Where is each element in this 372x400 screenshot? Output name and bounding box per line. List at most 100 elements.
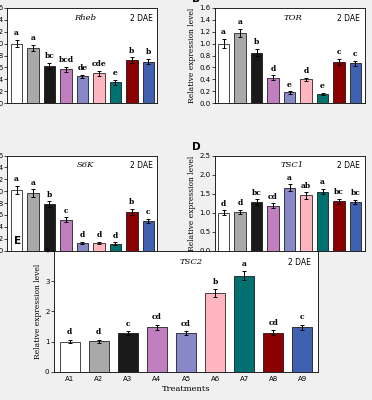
Y-axis label: Relative expression level: Relative expression level xyxy=(188,8,196,103)
Bar xyxy=(234,33,246,103)
Bar xyxy=(251,53,262,103)
Bar xyxy=(89,341,109,372)
Bar xyxy=(147,327,167,372)
Text: c: c xyxy=(64,207,68,215)
Text: a: a xyxy=(320,178,325,186)
Text: d: d xyxy=(304,67,309,75)
Bar xyxy=(218,44,229,103)
Text: a: a xyxy=(14,30,19,38)
Text: a: a xyxy=(242,260,247,268)
Bar xyxy=(110,82,121,103)
Text: b: b xyxy=(47,191,52,199)
Bar xyxy=(317,94,328,103)
Bar xyxy=(11,44,22,103)
X-axis label: Treatments: Treatments xyxy=(162,385,210,393)
Text: e: e xyxy=(320,82,325,90)
Bar xyxy=(60,342,80,372)
Bar xyxy=(110,244,121,251)
Bar xyxy=(60,220,71,251)
Bar xyxy=(284,188,295,251)
Bar xyxy=(263,332,283,372)
Text: 2 DAE: 2 DAE xyxy=(130,161,153,170)
Bar xyxy=(93,243,105,251)
Text: d: d xyxy=(67,328,72,336)
Text: c: c xyxy=(337,48,341,56)
Bar xyxy=(350,202,361,251)
Bar xyxy=(28,48,39,103)
Text: B: B xyxy=(192,0,200,4)
Text: a: a xyxy=(31,34,35,42)
Text: d: d xyxy=(113,232,118,240)
Text: a: a xyxy=(221,28,226,36)
Text: TSC2: TSC2 xyxy=(180,258,203,266)
Text: c: c xyxy=(300,313,305,321)
Text: cd: cd xyxy=(152,313,162,321)
Text: b: b xyxy=(254,38,259,46)
Text: bcd: bcd xyxy=(58,56,74,64)
Bar xyxy=(251,202,262,251)
Text: bc: bc xyxy=(334,188,344,196)
Bar xyxy=(28,193,39,251)
Text: d: d xyxy=(221,200,226,208)
Bar xyxy=(44,204,55,251)
Text: d: d xyxy=(80,231,85,239)
Bar xyxy=(267,78,279,103)
Text: 2 DAE: 2 DAE xyxy=(288,258,310,267)
Text: cd: cd xyxy=(268,193,278,201)
Text: d: d xyxy=(96,231,102,239)
Text: e: e xyxy=(287,81,292,89)
Bar xyxy=(333,201,344,251)
Text: d: d xyxy=(237,199,243,207)
Y-axis label: Relative expression level: Relative expression level xyxy=(34,264,42,359)
Bar xyxy=(11,190,22,251)
Bar xyxy=(205,293,225,372)
Text: e: e xyxy=(113,69,118,77)
Text: d: d xyxy=(96,328,101,336)
Text: a: a xyxy=(31,179,35,187)
Text: 2 DAE: 2 DAE xyxy=(337,161,360,170)
Bar xyxy=(218,213,229,251)
Text: Rheb: Rheb xyxy=(74,14,96,22)
Bar xyxy=(234,276,254,372)
Text: d: d xyxy=(270,64,276,72)
Text: TSC1: TSC1 xyxy=(281,161,304,169)
Text: b: b xyxy=(129,47,135,55)
Text: b: b xyxy=(129,198,135,206)
Text: 2 DAE: 2 DAE xyxy=(337,14,360,23)
Y-axis label: Relative expression level: Relative expression level xyxy=(188,156,196,251)
Text: b: b xyxy=(212,278,218,286)
Text: cd: cd xyxy=(181,320,191,328)
Text: c: c xyxy=(146,208,151,216)
Bar xyxy=(44,66,55,103)
Text: cde: cde xyxy=(92,60,106,68)
Bar xyxy=(317,192,328,251)
Bar xyxy=(292,327,312,372)
Text: ab: ab xyxy=(301,182,311,190)
Text: b: b xyxy=(146,48,151,56)
Text: de: de xyxy=(77,64,87,72)
Bar xyxy=(234,212,246,251)
Text: a: a xyxy=(14,175,19,183)
Text: bc: bc xyxy=(350,189,360,197)
Text: cd: cd xyxy=(268,319,278,327)
Text: c: c xyxy=(353,50,358,58)
Text: 2 DAE: 2 DAE xyxy=(130,14,153,23)
Bar xyxy=(333,62,344,103)
Bar xyxy=(301,196,312,251)
Bar xyxy=(143,62,154,103)
Bar xyxy=(77,243,88,251)
Bar xyxy=(284,92,295,103)
Bar xyxy=(176,333,196,372)
Bar xyxy=(126,212,138,251)
Bar xyxy=(93,74,105,103)
Text: a: a xyxy=(287,174,292,182)
Text: bc: bc xyxy=(251,189,262,197)
Bar xyxy=(301,79,312,103)
Bar xyxy=(267,206,279,251)
Bar xyxy=(126,60,138,103)
Text: E: E xyxy=(14,236,21,246)
Bar xyxy=(350,63,361,103)
Text: TOR: TOR xyxy=(283,14,302,22)
Text: D: D xyxy=(192,142,201,152)
Bar xyxy=(118,333,138,372)
